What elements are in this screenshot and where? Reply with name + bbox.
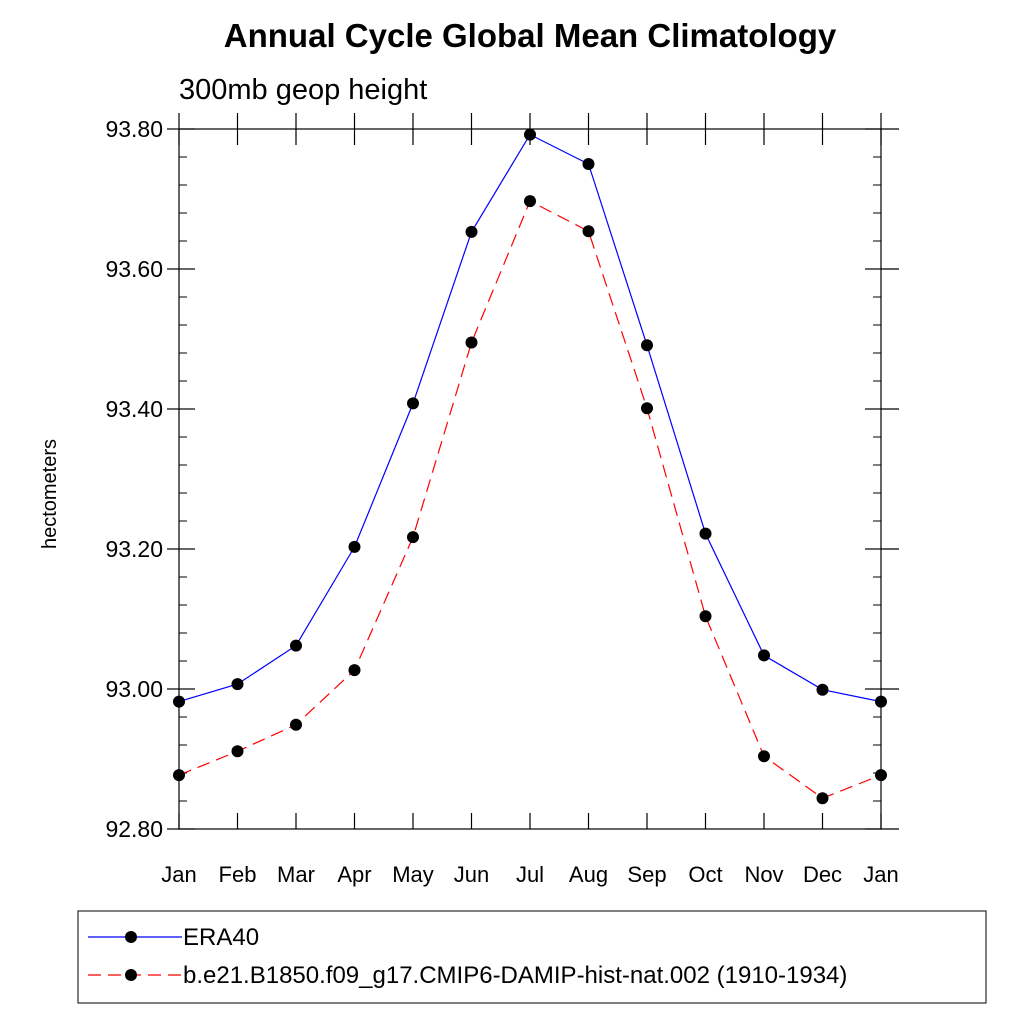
data-point xyxy=(816,683,829,696)
x-tick-label: Jun xyxy=(454,862,489,887)
data-point xyxy=(348,664,361,677)
chart-title: Annual Cycle Global Mean Climatology xyxy=(224,17,837,54)
y-tick-label: 93.60 xyxy=(105,256,163,282)
x-tick-label: Feb xyxy=(219,862,257,887)
data-point xyxy=(231,678,244,691)
data-point xyxy=(582,158,595,170)
legend: ERA40 b.e21.B1850.f09_g17.CMIP6-DAMIP-his… xyxy=(88,924,847,989)
data-point xyxy=(758,750,770,763)
x-tick-label: Nov xyxy=(744,862,783,887)
data-point xyxy=(524,195,536,208)
data-point xyxy=(524,128,536,141)
x-tick-label: Dec xyxy=(803,862,842,887)
data-point xyxy=(407,397,419,410)
data-point xyxy=(816,792,829,805)
data-point xyxy=(465,225,478,238)
series-line xyxy=(178,133,882,703)
data-point xyxy=(699,610,712,623)
chart-subtitle: 300mb geop height xyxy=(179,74,427,106)
y-tick-label: 92.80 xyxy=(105,816,163,842)
data-point xyxy=(407,531,419,544)
x-tick-label: Jan xyxy=(863,862,898,887)
legend-label: b.e21.B1850.f09_g17.CMIP6-DAMIP-hist-nat… xyxy=(183,962,847,989)
data-point xyxy=(641,402,653,415)
y-tick-label: 93.00 xyxy=(105,676,163,702)
data-point xyxy=(173,769,185,782)
data-point xyxy=(875,769,887,782)
plot-frame xyxy=(178,128,882,830)
x-tick-label: Aug xyxy=(569,862,608,887)
legend-marker xyxy=(125,969,137,981)
y-tick-label: 93.80 xyxy=(105,116,163,142)
y-tick-label: 93.20 xyxy=(105,536,163,562)
x-tick-label: May xyxy=(392,862,434,887)
legend-box xyxy=(77,910,987,1004)
series-line xyxy=(178,200,882,799)
x-tick-label: Jan xyxy=(161,862,196,887)
x-tick-label: Oct xyxy=(688,862,722,887)
data-point xyxy=(173,695,185,708)
data-point xyxy=(758,649,770,662)
data-point xyxy=(641,339,653,352)
data-point xyxy=(875,695,887,708)
data-point xyxy=(231,745,244,758)
data-point xyxy=(582,225,595,238)
x-tick-label: Mar xyxy=(277,862,315,887)
data-point xyxy=(699,527,712,540)
y-axis-ticks: 92.80 93.00 93.20 93.40 93.60 93.80 xyxy=(105,116,899,842)
x-axis-ticks: Jan Feb Mar Apr May Jun Jul Aug Sep Oct Nov Dec Jan xyxy=(161,113,899,887)
x-tick-label: Jul xyxy=(516,862,544,887)
x-tick-label: Apr xyxy=(337,862,371,887)
legend-label: ERA40 xyxy=(183,924,259,951)
data-point xyxy=(290,718,302,731)
legend-marker xyxy=(125,931,137,943)
data-point xyxy=(290,639,302,652)
y-axis-label: hectometers xyxy=(39,439,61,549)
data-point xyxy=(465,336,478,349)
data-point xyxy=(348,540,361,553)
y-tick-label: 93.40 xyxy=(105,396,163,422)
x-tick-label: Sep xyxy=(627,862,666,887)
series-layer xyxy=(173,128,887,805)
